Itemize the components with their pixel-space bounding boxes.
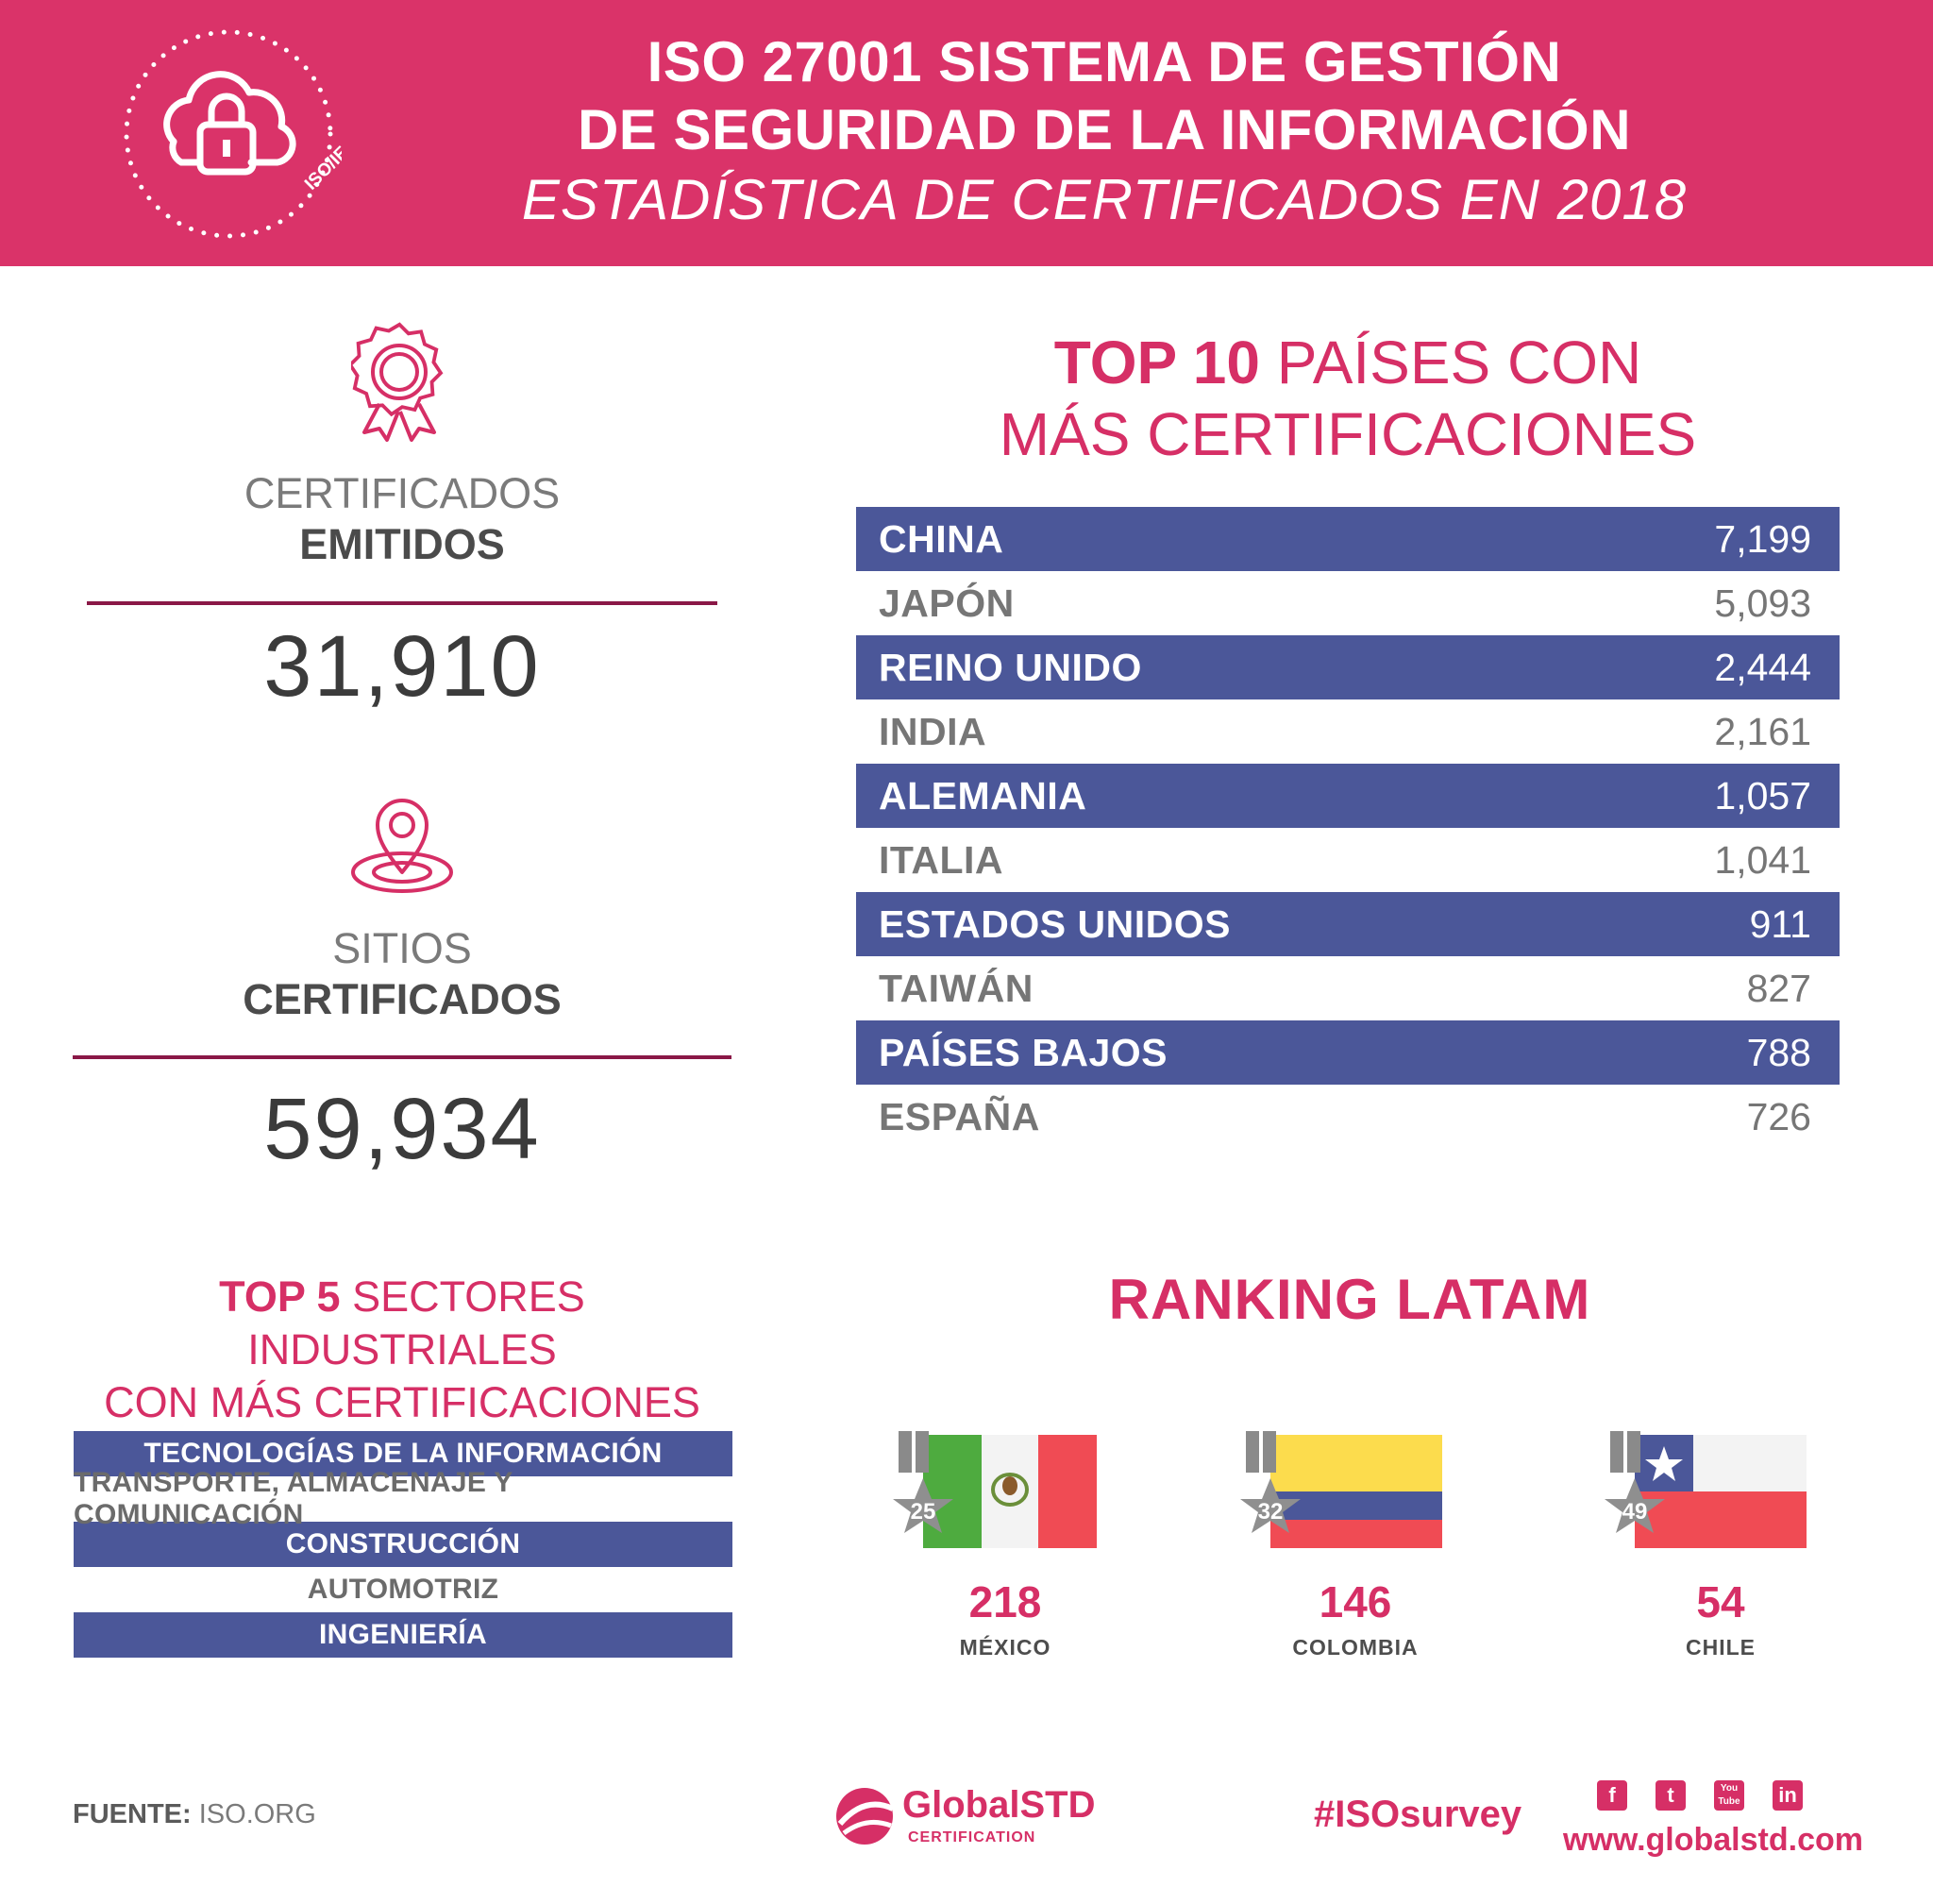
country-name: INDIA [879, 709, 987, 753]
latam-country: MÉXICO [959, 1635, 1051, 1660]
country-row: REINO UNIDO 2,444 [856, 635, 1840, 699]
country-row: ESPAÑA 726 [856, 1085, 1840, 1149]
latam-rank-badge: 49 [1622, 1499, 1648, 1525]
stat-value-sites: 59,934 [263, 1081, 541, 1177]
country-name: REINO UNIDO [879, 645, 1142, 689]
top10-title-line2: MÁS CERTIFICACIONES [999, 400, 1697, 468]
header-title-block: ISO 27001 SISTEMA DE GESTIÓN DE SEGURIDA… [491, 28, 1718, 236]
sector-row: TRANSPORTE, ALMACENAJE Y COMUNICACIÓN [74, 1467, 732, 1530]
country-value: 827 [1746, 966, 1811, 1010]
country-row: JAPÓN 5,093 [856, 571, 1840, 635]
cloud-lock-seal-icon: ISO/IEC 27001 [124, 29, 342, 239]
stat-label-bold: CERTIFICADOS [243, 975, 562, 1023]
globalstd-logo[interactable]: GlobalSTD CERTIFICATION [834, 1782, 1108, 1858]
country-row: ALEMANIA 1,057 [856, 764, 1840, 828]
sectors-title-line2: CON MÁS CERTIFICACIONES [104, 1378, 700, 1426]
source-note: FUENTE: ISO.ORG [73, 1799, 316, 1830]
country-value: 726 [1746, 1094, 1811, 1138]
stat-label-bold: EMITIDOS [299, 520, 505, 568]
latam-country: COLOMBIA [1292, 1635, 1419, 1660]
country-row: ESTADOS UNIDOS 911 [856, 892, 1840, 956]
latam-item-mexico: 218 MÉXICO [864, 1576, 1147, 1660]
youtube-icon[interactable]: You Tube [1714, 1780, 1744, 1811]
sector-row: AUTOMOTRIZ [74, 1567, 732, 1612]
source-label: FUENTE: [73, 1799, 192, 1829]
country-row: ITALIA 1,041 [856, 828, 1840, 892]
facebook-icon[interactable]: f [1597, 1780, 1627, 1811]
country-value: 911 [1749, 901, 1811, 946]
country-row: INDIA 2,161 [856, 699, 1840, 764]
country-name: PAÍSES BAJOS [879, 1030, 1168, 1074]
sectors-list: TECNOLOGÍAS DE LA INFORMACIÓN TRANSPORTE,… [74, 1431, 732, 1658]
latam-country: CHILE [1686, 1635, 1756, 1660]
top10-table: CHINA 7,199 JAPÓN 5,093 REINO UNIDO 2,444 INDI… [856, 507, 1840, 1149]
country-name: ITALIA [879, 837, 1004, 882]
svg-text:ISO/IEC 27001: ISO/IEC 27001 [301, 94, 342, 194]
chile-flag-icon [1605, 1431, 1807, 1548]
country-name: ESPAÑA [879, 1094, 1040, 1138]
header-title-line-2: DE SEGURIDAD DE LA INFORMACIÓN [577, 98, 1632, 161]
country-value: 1,041 [1714, 837, 1811, 882]
header-subtitle: ESTADÍSTICA DE CERTIFICADOS EN 2018 [521, 168, 1688, 231]
latam-value: 54 [1696, 1577, 1745, 1626]
latam-value: 146 [1319, 1577, 1392, 1626]
hashtag: #ISOsurvey [1314, 1794, 1522, 1835]
sector-row: CONSTRUCCIÓN [74, 1522, 732, 1567]
latam-item-colombia: 146 COLOMBIA [1214, 1576, 1497, 1660]
latam-rank-badge: 32 [1257, 1499, 1284, 1525]
country-row: CHINA 7,199 [856, 507, 1840, 571]
website-link[interactable]: www.globalstd.com [1563, 1822, 1863, 1858]
header-title-line-1: ISO 27001 SISTEMA DE GESTIÓN [647, 30, 1562, 93]
globe-swoosh-icon [836, 1788, 895, 1845]
country-name: TAIWÁN [879, 966, 1034, 1010]
stat-divider [87, 601, 717, 605]
country-value: 2,161 [1714, 709, 1811, 753]
country-row: TAIWÁN 827 [856, 956, 1840, 1020]
stat-label-light: CERTIFICADOS [244, 469, 561, 517]
linkedin-icon[interactable]: in [1773, 1780, 1803, 1811]
country-name: JAPÓN [879, 581, 1015, 625]
header-banner: ISO/IEC 27001 ISO 27001 SISTEMA DE GESTI… [0, 0, 1933, 266]
country-value: 788 [1746, 1030, 1811, 1074]
source-value: ISO.ORG [198, 1799, 316, 1829]
latam-title: RANKING LATAM [1108, 1268, 1591, 1331]
social-icons: f t You Tube in [1597, 1780, 1814, 1812]
mexico-flag-icon [893, 1431, 1097, 1548]
latam-value: 218 [968, 1577, 1042, 1626]
country-value: 7,199 [1714, 516, 1811, 561]
latam-item-chile: 54 CHILE [1579, 1576, 1862, 1660]
sectors-title: TOP 5 SECTORES INDUSTRIALES CON MÁS CERT… [66, 1271, 738, 1429]
latam-rank-badge: 25 [910, 1499, 936, 1525]
stat-label-light: SITIOS [332, 924, 472, 972]
country-name: CHINA [879, 516, 1004, 561]
stat-divider [73, 1055, 731, 1059]
award-ribbon-icon [351, 322, 444, 442]
brand-subtitle: CERTIFICATION [908, 1829, 1036, 1845]
twitter-icon[interactable]: t [1656, 1780, 1686, 1811]
top10-title: TOP 10 PAÍSES CON MÁS CERTIFICACIONES [857, 327, 1839, 470]
sector-row: INGENIERÍA [74, 1612, 732, 1658]
top10-title-rest: PAÍSES CON [1276, 329, 1642, 396]
country-name: ALEMANIA [879, 773, 1087, 817]
country-value: 1,057 [1714, 773, 1811, 817]
top10-title-bold: TOP 10 [1053, 329, 1260, 396]
stat-label-sites: SITIOS CERTIFICADOS [72, 923, 732, 1025]
stat-value-certificates: 31,910 [263, 618, 541, 715]
colombia-flag-icon [1240, 1431, 1442, 1548]
location-pin-icon [351, 799, 453, 893]
stat-label-certificates: CERTIFICADOS EMITIDOS [72, 468, 732, 570]
country-value: 5,093 [1714, 581, 1811, 625]
country-value: 2,444 [1714, 645, 1811, 689]
country-row: PAÍSES BAJOS 788 [856, 1020, 1840, 1085]
sector-row: TECNOLOGÍAS DE LA INFORMACIÓN [74, 1431, 732, 1476]
country-name: ESTADOS UNIDOS [879, 901, 1231, 946]
sectors-title-rest: SECTORES INDUSTRIALES [247, 1272, 585, 1373]
sectors-title-bold: TOP 5 [219, 1272, 341, 1321]
brand-name: GlobalSTD [902, 1784, 1096, 1826]
